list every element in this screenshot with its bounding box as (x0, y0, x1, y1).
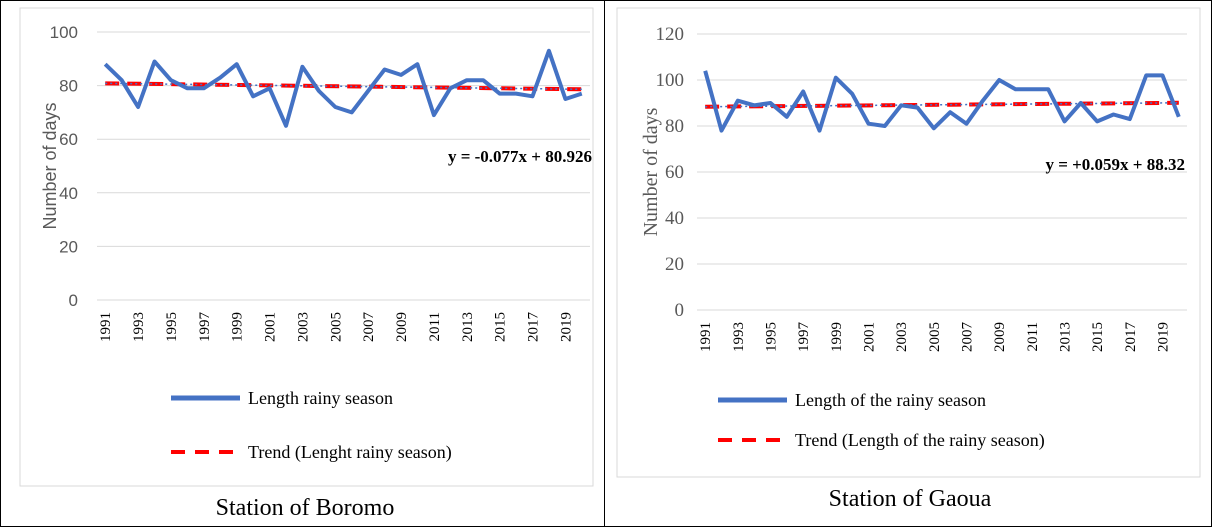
chart-area-border (616, 7, 1201, 478)
y-tick-label: 20 (59, 237, 78, 256)
x-tick-label: 2007 (361, 312, 377, 343)
x-tick-label: 2011 (1025, 322, 1041, 351)
chart-panel-gaoua: 0 20 40 60 80 100 120 Number of days 1991 1993 199… (605, 0, 1211, 495)
x-tick-label: 2003 (295, 312, 311, 342)
x-tick-label: 2019 (1156, 322, 1172, 352)
y-tick-label: 120 (656, 24, 685, 45)
legend-series-label: Length rainy season (248, 388, 393, 408)
x-tick-label: 2015 (1090, 322, 1106, 352)
x-tick-label: 2019 (558, 312, 574, 342)
chart-area-border (19, 7, 594, 487)
y-tick-label: 60 (665, 162, 684, 183)
trend-equation: y = +0.059x + 88.32 (1045, 155, 1185, 174)
y-tick-label: 40 (665, 208, 684, 229)
legend-trend-label: Trend (Length of the rainy season) (795, 430, 1045, 451)
y-tick-label: 80 (665, 116, 684, 137)
x-tick-label: 2005 (927, 322, 943, 352)
y-tick-label: 100 (50, 23, 78, 42)
x-tick-label: 1995 (164, 312, 180, 342)
x-tick-label: 2011 (427, 312, 443, 341)
y-axis-label: Number of days (40, 102, 60, 229)
x-tick-label: 2013 (460, 312, 476, 342)
panel-divider (604, 0, 605, 527)
x-tick-label: 2005 (328, 312, 344, 342)
y-tick-label: 60 (59, 130, 78, 149)
trend-line (105, 81, 582, 92)
x-tick-label: 1991 (698, 322, 714, 352)
caption-gaoua: Station of Gaoua (828, 486, 992, 512)
caption-boromo: Station of Boromo (215, 495, 395, 521)
trend-dotted-overlay (705, 102, 1179, 108)
x-tick-label: 2001 (263, 312, 279, 342)
x-tick-label: 1993 (731, 322, 747, 352)
series-line-rainy-season (103, 48, 583, 128)
y-tick-label: 100 (656, 70, 685, 91)
y-tick-label: 0 (69, 291, 78, 310)
x-tick-label: 2017 (1123, 322, 1139, 353)
x-tick-label: 2007 (960, 322, 976, 353)
trend-equation: y = -0.077x + 80.926 (448, 147, 592, 166)
chart-gaoua: 0 20 40 60 80 100 120 Number of days 1991 1993 199… (616, 7, 1201, 478)
legend-trend-label: Trend (Lenght rainy season) (248, 442, 452, 463)
x-tick-label: 1999 (230, 312, 246, 342)
x-tick-label: 2003 (894, 322, 910, 352)
y-tick-label: 20 (665, 254, 684, 275)
x-tick-label: 2009 (394, 312, 410, 342)
y-tick-label: 0 (675, 300, 685, 321)
chart-boromo: 0 20 40 60 80 100 Number of days 1991 1993 1995 19… (19, 7, 594, 487)
series-line-rainy-season (703, 70, 1181, 133)
x-tick-label: 1999 (829, 322, 845, 352)
x-tick-label: 2013 (1058, 322, 1074, 352)
y-tick-label: 80 (59, 77, 78, 96)
x-tick-label: 1997 (796, 322, 812, 353)
y-tick-label: 40 (59, 184, 78, 203)
trend-line (705, 100, 1179, 109)
y-axis-label: Number of days (640, 107, 662, 236)
x-tick-label: 2017 (525, 312, 541, 343)
x-tick-label: 2015 (493, 312, 509, 342)
x-tick-label: 2009 (992, 322, 1008, 352)
x-tick-label: 1993 (131, 312, 147, 342)
x-tick-label: 2001 (862, 322, 878, 352)
x-tick-label: 1991 (98, 312, 114, 342)
legend-series-label: Length of the rainy season (795, 390, 986, 410)
chart-panel-boromo: 0 20 40 60 80 100 Number of days 1991 1993 1995 19… (0, 0, 604, 495)
x-tick-label: 1997 (197, 312, 213, 343)
x-tick-label: 1995 (764, 322, 780, 352)
